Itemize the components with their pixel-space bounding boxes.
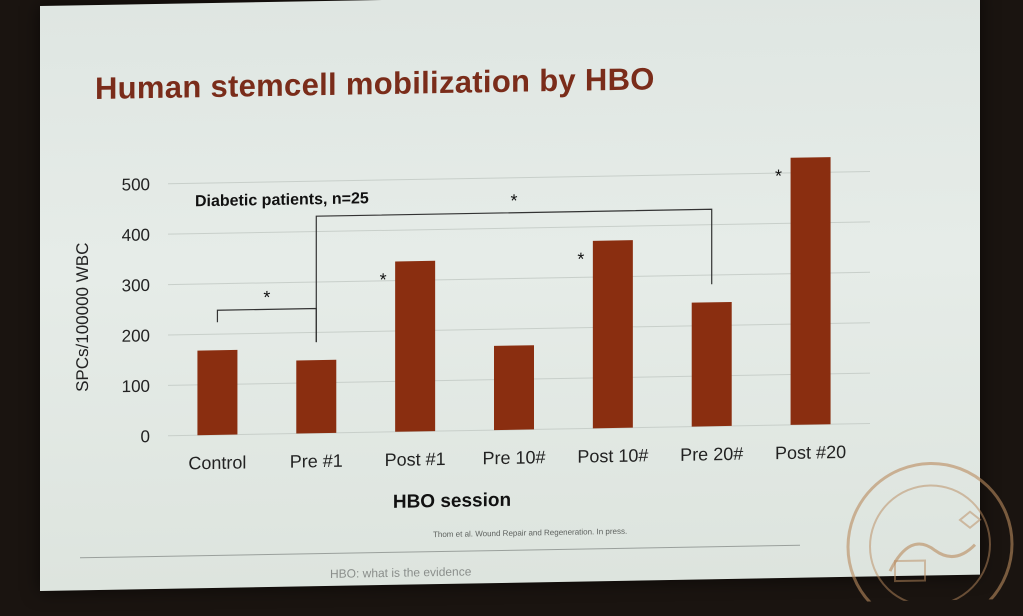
x-tick-label-1: Pre #1: [290, 451, 343, 472]
annotation-diabetic-patients: Diabetic patients, n=25: [195, 190, 369, 210]
grid-line-3: [168, 271, 870, 286]
bar-4: [592, 240, 633, 429]
x-tick-labels: Control Pre #1 Post #1 Pre 10# Post 10# Pre 2…: [188, 442, 846, 473]
significance-bracket-1: [315, 208, 713, 343]
y-tick-label-0: 0: [141, 427, 150, 446]
y-tick-labels: 0 100 200 300 400 500: [122, 175, 150, 446]
x-tick-label-3: Pre 10#: [482, 447, 545, 468]
bar-1: [296, 359, 337, 434]
y-tick-label-2: 200: [122, 326, 150, 345]
bar-6: [790, 157, 831, 425]
bar-0: [197, 349, 238, 436]
grid-lines: [168, 171, 870, 437]
grid-line-4: [168, 221, 870, 235]
x-axis-label: HBO session: [393, 490, 511, 513]
y-axis-label: SPCs/100000 WBC: [73, 242, 92, 392]
x-tick-label-0: Control: [188, 452, 246, 473]
y-tick-label-5: 500: [122, 175, 150, 194]
x-tick-label-5: Pre 20#: [680, 444, 743, 465]
significance-star-1: *: [510, 191, 517, 211]
bar-chart: 0 100 200 300 400 500 Control Pre #1 Post #1 Pre…: [73, 157, 870, 513]
grid-line-5: [168, 171, 870, 185]
significance-markers: * * * * *: [216, 166, 782, 343]
bars: [197, 157, 831, 436]
grid-line-2: [168, 322, 870, 336]
significance-star-3: *: [577, 249, 584, 269]
x-tick-label-2: Post #1: [385, 449, 446, 470]
y-tick-label-4: 400: [122, 225, 150, 244]
bar-3: [494, 345, 534, 431]
significance-bracket-0: [216, 307, 317, 343]
y-tick-label-3: 300: [122, 276, 150, 295]
x-tick-label-4: Post 10#: [577, 445, 648, 466]
university-seal-logo: [846, 461, 1014, 603]
significance-star-4: *: [775, 166, 782, 186]
slide-footer: HBO: what is the evidence: [330, 564, 472, 581]
slide-screen: Human stemcell mobilization by HBO 0 100 2…: [40, 0, 1014, 603]
bar-5: [691, 301, 732, 427]
significance-star-2: *: [380, 270, 387, 290]
y-tick-label-1: 100: [122, 377, 150, 396]
x-tick-label-6: Post #20: [775, 442, 846, 463]
bar-2: [395, 260, 436, 432]
significance-star-0: *: [263, 287, 270, 307]
